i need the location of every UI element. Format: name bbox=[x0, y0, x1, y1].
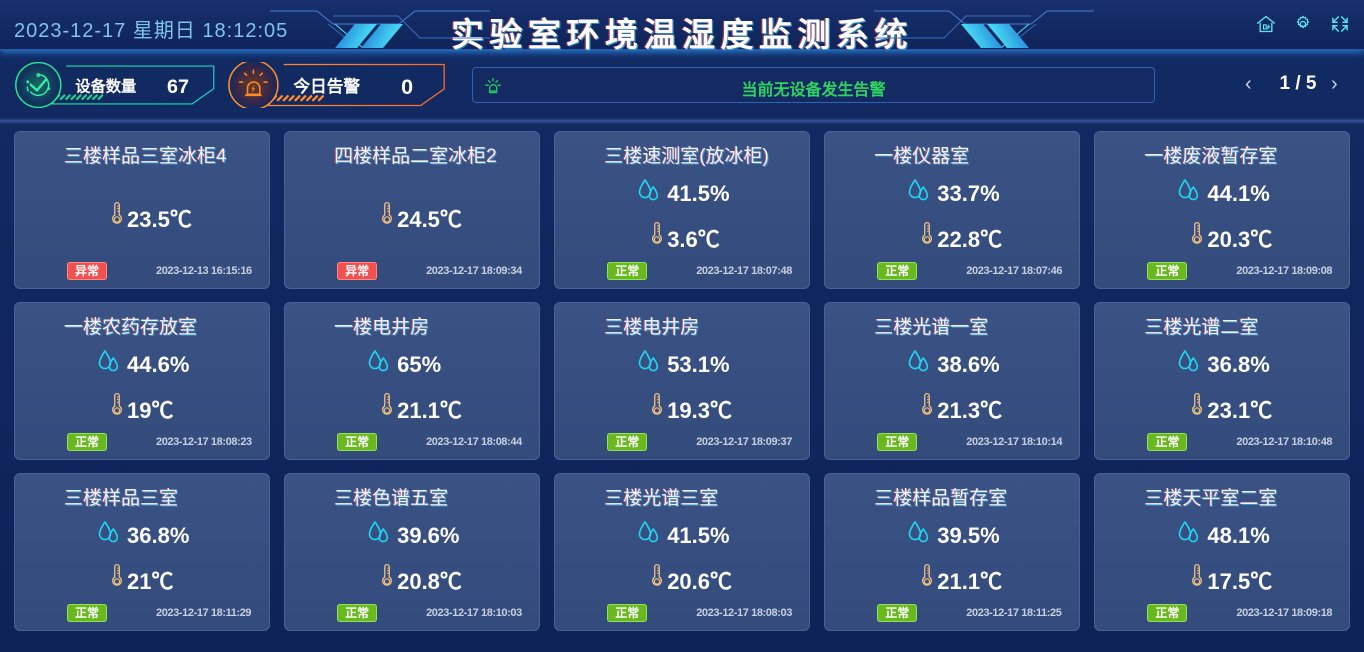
svg-text:0: 0 bbox=[401, 75, 413, 99]
svg-text:67: 67 bbox=[167, 76, 189, 98]
svg-text:今日告警: 今日告警 bbox=[294, 76, 361, 96]
svg-text:设备数量: 设备数量 bbox=[75, 77, 136, 95]
